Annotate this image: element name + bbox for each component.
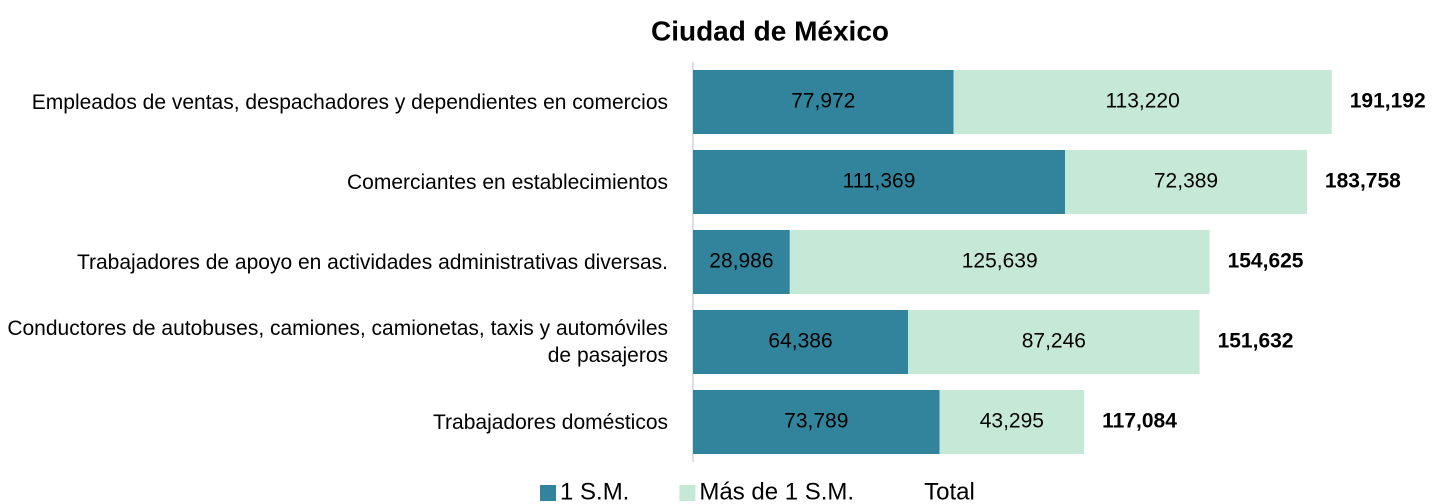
- legend-label: Total: [924, 478, 975, 504]
- value-label: 28,986: [709, 250, 773, 273]
- total-label: 183,758: [1325, 170, 1401, 193]
- chart-title: Ciudad de México: [651, 15, 889, 46]
- value-label: 111,369: [843, 170, 916, 193]
- total-label: 117,084: [1102, 410, 1177, 433]
- value-label: 77,972: [791, 90, 855, 113]
- bar-segment: [953, 70, 1332, 134]
- legend-swatch: [679, 485, 696, 501]
- total-label: 191,192: [1350, 90, 1426, 113]
- bar-segment: [693, 230, 790, 294]
- category-label: Trabajadores de apoyo en actividades adm…: [76, 250, 668, 274]
- legend-label: 1 S.M.: [560, 478, 629, 504]
- category-label: Empleados de ventas, despachadores y dep…: [31, 90, 668, 114]
- bar-segment: [789, 230, 1210, 294]
- category-label: Comerciantes en establecimientos: [347, 170, 668, 194]
- legend-swatch: [540, 485, 556, 501]
- total-label: 154,625: [1228, 250, 1304, 273]
- total-label: 151,632: [1218, 330, 1294, 353]
- value-label: 125,639: [962, 250, 1038, 273]
- category-label: Trabajadores domésticos: [433, 410, 668, 434]
- value-label: 113,220: [1105, 90, 1179, 113]
- category-label: Conductores de autobuses, camiones, cami…: [7, 317, 668, 367]
- bar-segment: [693, 150, 1066, 214]
- bar-segment: [939, 390, 1085, 454]
- bar-segment: [693, 390, 940, 454]
- bar-segment: [908, 310, 1200, 374]
- bar-segment: [693, 310, 909, 374]
- value-label: 64,386: [768, 330, 832, 353]
- value-label: 87,246: [1022, 330, 1086, 353]
- legend-label: Más de 1 S.M.: [699, 478, 854, 504]
- bar-segment: [1065, 150, 1307, 214]
- value-label: 43,295: [980, 410, 1044, 433]
- value-label: 73,789: [784, 410, 848, 433]
- bar-segment: [693, 70, 954, 134]
- value-label: 72,389: [1154, 170, 1218, 193]
